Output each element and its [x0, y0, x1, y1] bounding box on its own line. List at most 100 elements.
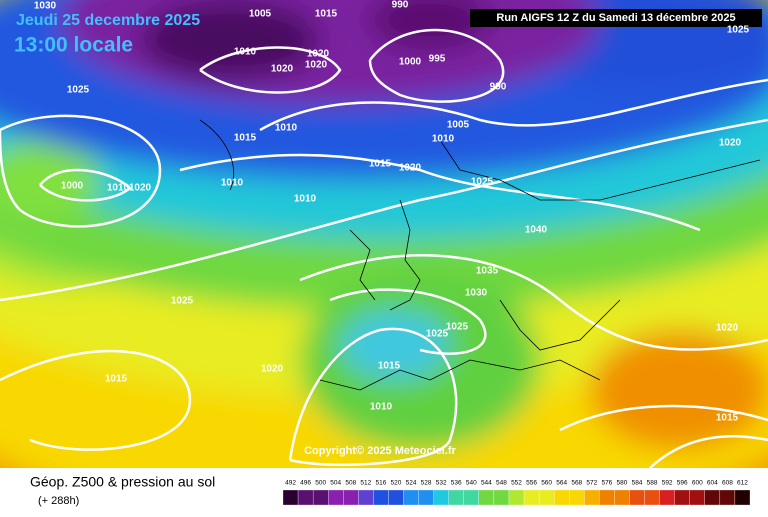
isobar-label: 1020 [716, 323, 739, 334]
colorbar-label: 520 [391, 480, 402, 487]
isobar-label: 1015 [234, 133, 257, 144]
isobar-label: 1010 [294, 194, 317, 205]
time: 13:00 locale [14, 34, 133, 57]
colorbar-swatch [282, 489, 299, 506]
colorbar-swatch [388, 489, 404, 506]
isobars [0, 28, 768, 468]
colorbar-swatch [704, 489, 721, 506]
colorbar-swatch [674, 489, 690, 506]
isobar-label: 1005 [447, 120, 470, 131]
colorbar-swatch [358, 489, 374, 506]
colorbar-swatch [523, 489, 540, 506]
colorbar-swatch [478, 489, 495, 506]
colorbar-label: 552 [511, 480, 522, 487]
colorbar-swatch [493, 489, 510, 506]
colorbar-swatch [297, 489, 314, 506]
coastlines [199, 119, 761, 391]
colorbar-swatch [312, 489, 329, 506]
colorbar-swatch [614, 489, 630, 506]
colorbar-label: 536 [451, 480, 462, 487]
colorbar-label: 592 [662, 480, 673, 487]
isobar-label: 1020 [307, 49, 330, 60]
colorbar-label: 612 [737, 480, 748, 487]
isobar-label: 1000 [399, 57, 422, 68]
colorbar-swatch [433, 489, 449, 506]
isobar-label: 1005 [249, 9, 272, 20]
colorbar-label: 504 [330, 480, 341, 487]
isobar-label: 1015 [105, 374, 128, 385]
isobar-label: 1020 [271, 64, 294, 75]
isobar-label: 1025 [171, 296, 194, 307]
colorbar-swatch [599, 489, 615, 506]
colorbar-label: 608 [722, 480, 733, 487]
colorbar-label: 508 [345, 480, 356, 487]
colorbar-swatch [734, 489, 751, 506]
colorbar-label: 564 [556, 480, 567, 487]
colorbar-label: 604 [707, 480, 718, 487]
isobar-label: 1010 [234, 47, 257, 58]
isobar-label: 1040 [525, 225, 548, 236]
colorbar-label: 516 [375, 480, 386, 487]
colorbar-swatch [328, 489, 344, 506]
colorbar-label: 568 [571, 480, 582, 487]
isobar-label: 1015 [369, 159, 392, 170]
colorbar-swatch [403, 489, 419, 506]
colorbar-label: 524 [406, 480, 417, 487]
isobar-label: 1025 [727, 25, 750, 36]
colorbar-swatch [629, 489, 645, 506]
run-label: Run AIGFS 12 Z du Samedi 13 décembre 202… [496, 12, 735, 24]
colorbar-label: 548 [496, 480, 507, 487]
isobar-label: 1025 [426, 329, 449, 340]
colorbar-swatch [343, 489, 359, 506]
isobar-label: 1030 [34, 1, 57, 12]
isobar-label: 1030 [465, 288, 488, 299]
colorbar-swatch [584, 489, 600, 506]
forecast-lead: (+ 288h) [38, 495, 79, 507]
isobar-label: 1010 [432, 134, 455, 145]
colorbar-swatch [463, 489, 479, 506]
colorbar-swatch [554, 489, 570, 506]
colorbar-label: 600 [692, 480, 703, 487]
colorbar-label: 500 [315, 480, 326, 487]
colorbar-swatch [644, 489, 660, 506]
colorbar-swatch [659, 489, 675, 506]
isobar-label: 990 [490, 82, 507, 93]
isobar-label: 1020 [399, 163, 422, 174]
colorbar-swatch [538, 489, 555, 506]
colorbar-swatch [569, 489, 585, 506]
colorbar-label: 596 [677, 480, 688, 487]
colorbar-label: 588 [647, 480, 658, 487]
colorbar-swatch [448, 489, 464, 506]
colorbar-label: 528 [421, 480, 432, 487]
colorbar-label: 492 [285, 480, 296, 487]
copyright: Copyright© 2025 Meteociel.fr [304, 445, 456, 457]
date: Jeudi 25 decembre 2025 [16, 12, 200, 29]
colorbar-label: 512 [360, 480, 371, 487]
colorbar-swatch [508, 489, 525, 506]
colorbar-label: 532 [436, 480, 447, 487]
colorbar-label: 580 [617, 480, 628, 487]
colorbar-label: 572 [586, 480, 597, 487]
isobar-label: 990 [392, 0, 409, 11]
isobar-label: 1015 [716, 413, 739, 424]
isobar-label: 1015 [315, 9, 338, 20]
run-box [470, 9, 762, 27]
colorbar-label: 576 [601, 480, 612, 487]
isobar-label: 1020 [129, 183, 152, 194]
isobar-label: 1000 [61, 181, 84, 192]
colorbar-swatch [719, 489, 736, 506]
isobar-label: 1025 [471, 177, 494, 188]
colorbar-swatch [373, 489, 389, 506]
isobar-label: 1020 [719, 138, 742, 149]
colorbar-label: 560 [541, 480, 552, 487]
colorbar-swatch [418, 489, 434, 506]
isobar-label: 1010 [370, 402, 393, 413]
isobar-label: 1010 [221, 178, 244, 189]
colorbar-swatch [689, 489, 705, 506]
colorbar-label: 540 [466, 480, 477, 487]
legend-title: Géop. Z500 & pression au sol [30, 474, 215, 490]
isobar-label: 1025 [67, 85, 90, 96]
colorbar-label: 544 [481, 480, 492, 487]
